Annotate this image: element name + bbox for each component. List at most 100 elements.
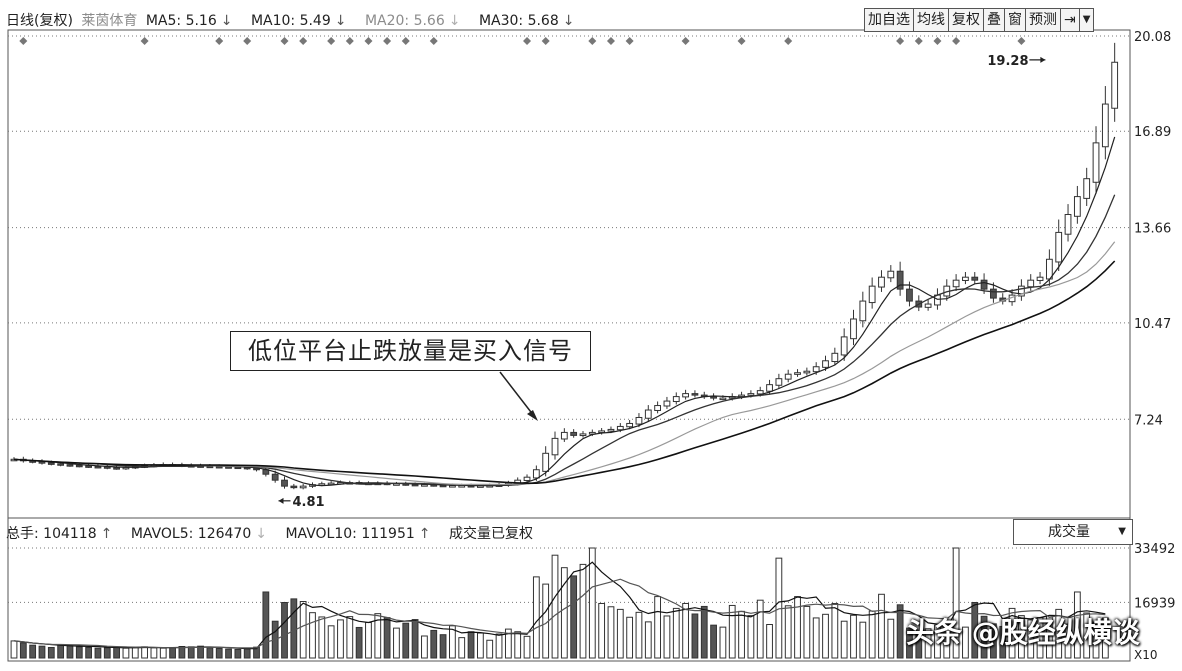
candle-body xyxy=(47,462,55,465)
volume-bar xyxy=(1055,608,1063,659)
volume-bar xyxy=(476,632,484,659)
volume-bar xyxy=(131,646,139,659)
volume-bar xyxy=(924,628,932,659)
volume-bar xyxy=(803,605,811,659)
event-marker-diamond-icon xyxy=(401,37,410,45)
volume-bar xyxy=(19,642,27,659)
volume-bar xyxy=(887,618,895,659)
price-tick-label: 16.89 xyxy=(1134,125,1171,140)
candle-body xyxy=(831,352,839,363)
volume-unit-label: X10 xyxy=(1134,648,1158,662)
candle-body xyxy=(570,431,578,436)
volume-bar xyxy=(766,623,773,659)
volume-bar xyxy=(896,604,904,659)
candle-body xyxy=(626,422,634,428)
indicator-select[interactable]: 成交量 ▼ xyxy=(1013,519,1133,545)
price-tick-label: 20.08 xyxy=(1134,30,1171,45)
window-button[interactable]: 窗 xyxy=(1005,9,1026,31)
mavol10-value: MAVOL10: 111951 xyxy=(285,526,415,542)
candle-body xyxy=(1083,178,1091,199)
volume-bar xyxy=(29,644,37,659)
volume-bar xyxy=(523,635,531,659)
volume-bar xyxy=(822,613,829,659)
annotation-box: 低位平台止跌放量是买入信号 xyxy=(230,331,591,371)
candle-body xyxy=(766,384,773,392)
candle-body xyxy=(523,476,531,481)
candle-body xyxy=(411,483,419,487)
volume-bar xyxy=(318,616,326,659)
event-marker-diamond-icon xyxy=(737,37,746,45)
candle-body xyxy=(952,279,960,288)
total-volume: 总手: 104118 xyxy=(6,526,97,542)
volume-bar xyxy=(784,605,792,659)
candle-body xyxy=(290,485,298,489)
volume-bar xyxy=(38,645,46,659)
volume-bar xyxy=(243,648,251,659)
restore-rights-button[interactable]: 复权 xyxy=(949,9,984,31)
candle-body xyxy=(990,288,997,299)
chevron-down-icon: ▼ xyxy=(1118,526,1126,537)
volume-bar xyxy=(150,647,158,659)
volume-bar xyxy=(421,635,428,659)
price-panel-frame xyxy=(7,29,1131,519)
volume-bar xyxy=(1083,612,1091,659)
candle-body xyxy=(654,405,662,411)
volume-tick-label: 33492 xyxy=(1134,542,1175,557)
price-header: 日线(复权) 莱茵体育 MA5: 5.16 ↓ MA10: 5.49 ↓ MA20:… xyxy=(6,10,588,30)
event-marker-diamond-icon xyxy=(588,37,597,45)
jump-end-icon[interactable]: ⇥ xyxy=(1061,9,1080,31)
ma10-value: MA10: 5.49 xyxy=(250,13,331,29)
overlay-button[interactable]: 叠 xyxy=(984,9,1005,31)
ma5-arrow-icon: ↓ xyxy=(220,13,233,29)
volume-bar xyxy=(122,647,130,659)
volume-bar xyxy=(75,646,83,659)
candle-body xyxy=(672,396,680,403)
candle-body xyxy=(1111,61,1119,109)
volume-bar xyxy=(831,602,839,659)
candle-body xyxy=(85,465,93,468)
candle-body xyxy=(850,318,857,340)
ma-line-button[interactable]: 均线 xyxy=(914,9,949,31)
event-marker-diamond-icon xyxy=(429,37,438,45)
candle-body xyxy=(859,300,867,322)
volume-bar xyxy=(607,606,615,659)
candle-body xyxy=(756,390,764,395)
add-watchlist-button[interactable]: 加自选 xyxy=(865,9,914,31)
candle-body xyxy=(1018,285,1025,297)
volume-bar xyxy=(159,647,167,659)
candle-body xyxy=(1027,279,1035,288)
volume-bar xyxy=(225,648,232,659)
volume-bar xyxy=(365,622,372,659)
volume-bar xyxy=(411,619,419,659)
candle-body xyxy=(281,479,288,487)
event-marker-diamond-icon xyxy=(625,37,634,45)
volume-bar xyxy=(551,554,559,659)
candle-body xyxy=(579,433,587,437)
volume-bar xyxy=(383,617,391,659)
event-marker-diamond-icon xyxy=(681,37,690,45)
forecast-button[interactable]: 预测 xyxy=(1026,9,1061,31)
event-marker-diamond-icon xyxy=(383,37,392,45)
candle-body xyxy=(719,397,727,401)
event-marker-diamond-icon xyxy=(19,37,28,45)
volume-bar xyxy=(47,646,55,659)
volume-bar xyxy=(402,622,410,659)
high-price-label: 19.28 xyxy=(987,54,1028,69)
volume-bar xyxy=(570,575,578,659)
volume-bar xyxy=(682,602,689,659)
mavol10-arrow-icon: ↑ xyxy=(418,526,431,542)
volume-bar xyxy=(467,631,475,659)
event-marker-diamond-icon xyxy=(345,37,354,45)
volume-bar xyxy=(962,626,969,659)
volume-bar xyxy=(94,647,102,659)
candle-body xyxy=(682,393,689,398)
price-tick-label: 7.24 xyxy=(1134,413,1163,428)
volume-bar xyxy=(738,610,745,659)
ma30-value: MA30: 5.68 xyxy=(478,13,559,29)
event-marker-diamond-icon xyxy=(327,37,336,45)
candle-body xyxy=(710,396,717,399)
more-dropdown-icon[interactable]: ▼ xyxy=(1082,14,1091,25)
volume-bar xyxy=(486,639,494,659)
candle-body xyxy=(747,393,755,396)
ma30-line xyxy=(13,260,1116,484)
